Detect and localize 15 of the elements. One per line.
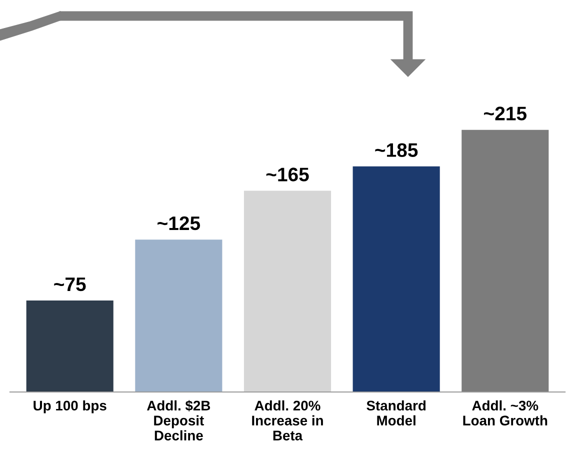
x-tick-label: Addl. 20% Increase in Beta	[252, 400, 323, 440]
x-tick-label: Addl. $2B Deposit Decline	[146, 400, 210, 440]
data-label: ~215	[484, 106, 527, 120]
bar	[462, 130, 549, 392]
data-label: ~185	[375, 143, 418, 157]
bar	[26, 300, 114, 392]
data-label: ~165	[266, 168, 309, 182]
data-label: ~75	[54, 278, 86, 292]
x-tick-label: Up 100 bps	[34, 400, 106, 414]
x-tick-label: Addl. ~3% Loan Growth	[463, 400, 548, 426]
bar	[352, 166, 440, 392]
x-tick-label: Standard Model	[366, 400, 426, 426]
bar	[135, 240, 222, 392]
bar	[244, 190, 332, 392]
data-label: ~125	[158, 216, 200, 230]
